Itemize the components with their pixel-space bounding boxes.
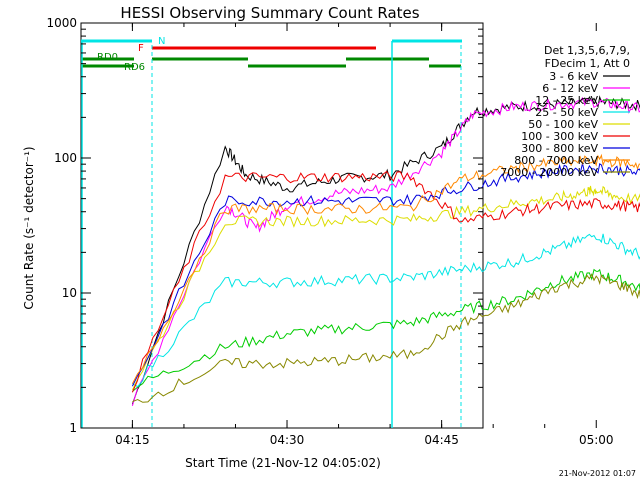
y-tick-label-1: 10 [62, 286, 77, 300]
legend-label-3: 25 - 50 keV [535, 106, 598, 119]
series-line-6 [131, 162, 640, 387]
plot-area: 04:1504:3004:4505:0005:1505:3005:4511010… [46, 16, 640, 447]
x-tick-label-2: 04:45 [424, 433, 459, 447]
series-layer [131, 95, 640, 407]
series-line-3 [132, 233, 640, 388]
flag-bars [81, 39, 462, 68]
legend-label-6: 300 - 800 keV [521, 142, 598, 155]
series-line-5 [131, 170, 640, 393]
legend-label-1: 6 - 12 keV [542, 82, 598, 95]
flag-label-f: F [138, 43, 144, 54]
axis-ticks: 04:1504:3004:4505:0005:1505:3005:4511010… [46, 16, 614, 447]
legend-label-5: 100 - 300 keV [521, 130, 598, 143]
flag-label-rd6: RD6 [124, 62, 145, 73]
chart-title: HESSI Observing Summary Count Rates [120, 4, 419, 22]
legend-header-2: FDecim 1, Att 0 [545, 57, 630, 70]
legend-label-0: 3 - 6 keV [549, 70, 598, 83]
legend-label-2: 12 - 25 keV [535, 94, 598, 107]
series-line-2 [132, 268, 640, 392]
legend: Det 1,3,5,6,7,9, FDecim 1, Att 0 3 - 6 k… [500, 44, 630, 179]
x-tick-label-0: 04:15 [115, 433, 150, 447]
y-tick-label-0: 1 [69, 421, 77, 435]
series-line-7 [131, 153, 640, 384]
x-tick-label-1: 04:30 [270, 433, 305, 447]
legend-header-1: Det 1,3,5,6,7,9, [544, 44, 630, 57]
y-tick-label-2: 100 [54, 151, 77, 165]
legend-label-7: 800 - 7000 keV [514, 154, 598, 167]
y-tick-label-3: 1000 [46, 16, 77, 30]
timestamp: 21-Nov-2012 01:07 [559, 469, 636, 478]
series-line-1 [131, 96, 640, 407]
flag-label-n: N [158, 36, 165, 47]
legend-label-8: 7000 - 20000 keV [500, 166, 598, 179]
flag-label-rd0: RD0 [97, 52, 118, 63]
x-axis-label: Start Time (21-Nov-12 04:05:02) [185, 456, 381, 470]
plot-frame [80, 22, 484, 429]
series-line-8 [132, 273, 640, 403]
x-tick-label-3: 05:00 [579, 433, 614, 447]
flag-labels: N F RD0 RD6 [97, 36, 165, 73]
series-line-0 [131, 95, 640, 405]
series-line-4 [131, 185, 640, 391]
legend-label-4: 50 - 100 keV [528, 118, 598, 131]
y-axis-label: Count Rate (s⁻¹ detector⁻¹) [22, 146, 36, 309]
